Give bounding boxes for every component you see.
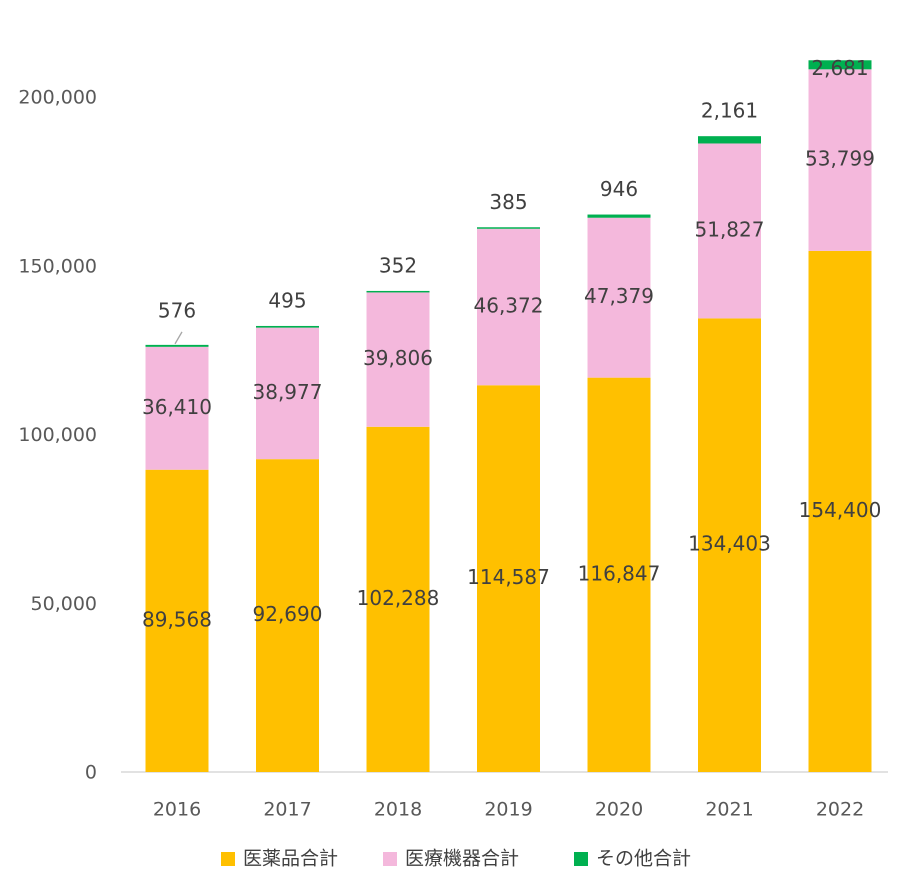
legend-label: 医薬品合計 [243, 848, 338, 870]
legend-swatch [221, 852, 235, 866]
legend-swatch [383, 852, 397, 866]
legend-label: その他合計 [596, 848, 691, 870]
bar-segment-2 [477, 228, 540, 386]
data-label-series-2: 47,379 [584, 284, 654, 308]
data-label-series-3: 576 [158, 298, 196, 322]
x-tick-label: 2021 [705, 799, 753, 821]
data-label-series-2: 36,410 [142, 395, 212, 419]
bar-segment-2 [256, 327, 319, 460]
data-label-series-2: 46,372 [474, 294, 544, 318]
data-label-series-1: 102,288 [357, 586, 440, 610]
data-label-series-2: 53,799 [805, 147, 875, 171]
data-label-series-2: 39,806 [363, 346, 433, 370]
data-label-series-3: 946 [600, 177, 638, 201]
bar-segment-1 [698, 318, 761, 772]
bar-segment-3 [698, 136, 761, 144]
x-tick-label: 2017 [263, 799, 311, 821]
bar-segment-1 [366, 426, 430, 772]
data-label-series-1: 89,568 [142, 607, 212, 631]
bar-segment-1 [477, 385, 540, 772]
leader-line [174, 331, 183, 345]
data-label-series-1: 134,403 [688, 532, 771, 556]
data-label-series-3: 2,681 [811, 56, 868, 80]
bar-segment-3 [808, 60, 872, 70]
data-label-series-1: 92,690 [253, 602, 323, 626]
bar-segment-2 [587, 217, 651, 378]
data-label-series-3: 495 [268, 288, 306, 312]
y-tick-label: 150,000 [18, 255, 97, 277]
data-label-series-1: 116,847 [578, 561, 661, 585]
bar-segment-3 [587, 214, 651, 218]
y-tick-label: 200,000 [18, 87, 97, 109]
x-tick-label: 2020 [595, 799, 643, 821]
bar-segment-3 [477, 227, 540, 229]
bar-segment-1 [256, 459, 319, 772]
y-tick-label: 50,000 [31, 593, 97, 615]
x-tick-label: 2018 [374, 799, 422, 821]
data-label-series-3: 352 [379, 254, 417, 278]
data-label-series-3: 385 [489, 190, 527, 214]
bar-segment-1 [145, 469, 209, 772]
bar-segment-3 [256, 325, 319, 328]
data-label-series-3: 2,161 [701, 99, 758, 123]
data-label-series-1: 154,400 [799, 498, 882, 522]
bar-segment-1 [808, 250, 872, 772]
x-tick-label: 2022 [816, 799, 864, 821]
y-tick-label: 100,000 [18, 424, 97, 446]
legend-swatch [574, 852, 588, 866]
bar-segment-2 [366, 292, 430, 427]
data-label-series-2: 38,977 [253, 380, 323, 404]
bar-segment-1 [587, 377, 651, 772]
data-label-series-1: 114,587 [467, 565, 550, 589]
legend-label: 医療機器合計 [405, 848, 519, 870]
bar-segment-2 [698, 143, 761, 319]
bar-segment-2 [808, 69, 872, 251]
bar-segment-3 [145, 344, 209, 347]
x-tick-label: 2016 [153, 799, 201, 821]
bar-segment-2 [145, 346, 209, 470]
data-label-series-2: 51,827 [695, 217, 765, 241]
bar-segment-3 [366, 290, 430, 293]
y-tick-label: 0 [85, 762, 97, 784]
x-tick-label: 2019 [484, 799, 532, 821]
